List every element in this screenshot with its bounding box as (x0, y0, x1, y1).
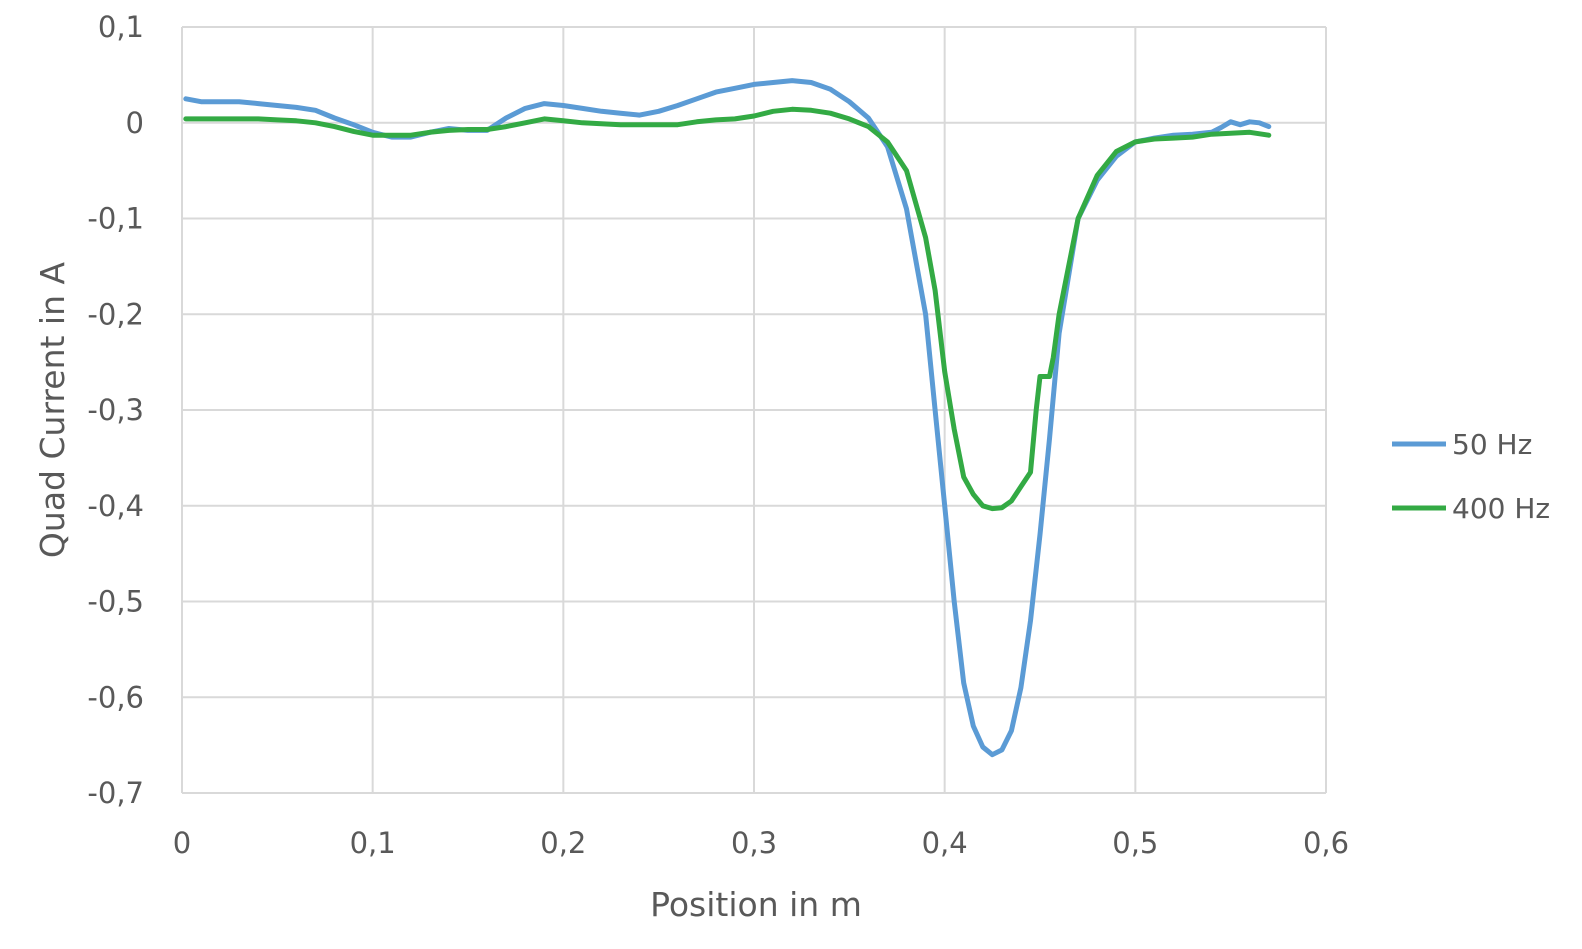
gridlines (181, 26, 1327, 794)
series-line-50hz (183, 78, 1272, 758)
y-tick-label: -0,7 (87, 776, 144, 810)
y-axis-title: Quad Current in A (33, 262, 72, 559)
y-tick-label: 0,1 (98, 10, 144, 44)
x-tick-label: 0,2 (540, 826, 586, 860)
y-tick-label: -0,1 (87, 202, 144, 236)
x-axis-title: Position in m (650, 885, 862, 924)
y-tick-label: 0 (126, 106, 144, 140)
y-tick-label: -0,5 (87, 585, 144, 619)
x-tick-labels: 0 0,1 0,2 0,3 0,4 0,5 0,6 (173, 826, 1349, 860)
y-tick-label: -0,2 (87, 297, 144, 331)
legend-label: 50 Hz (1452, 428, 1532, 461)
series-line-400hz (183, 106, 1272, 512)
x-tick-label: 0 (173, 826, 191, 860)
y-tick-labels: 0,1 0 -0,1 -0,2 -0,3 -0,4 -0,5 -0,6 -0,7 (87, 10, 144, 810)
x-tick-label: 0,1 (350, 826, 396, 860)
y-tick-label: -0,3 (87, 393, 144, 427)
y-tick-label: -0,6 (87, 680, 144, 714)
legend-label: 400 Hz (1452, 492, 1550, 525)
y-tick-label: -0,4 (87, 489, 144, 523)
series-lines (183, 78, 1272, 758)
x-tick-label: 0,5 (1112, 826, 1158, 860)
x-tick-label: 0,4 (922, 826, 968, 860)
x-tick-label: 0,6 (1303, 826, 1349, 860)
legend: 50 Hz 400 Hz (1392, 428, 1550, 525)
x-tick-label: 0,3 (731, 826, 777, 860)
